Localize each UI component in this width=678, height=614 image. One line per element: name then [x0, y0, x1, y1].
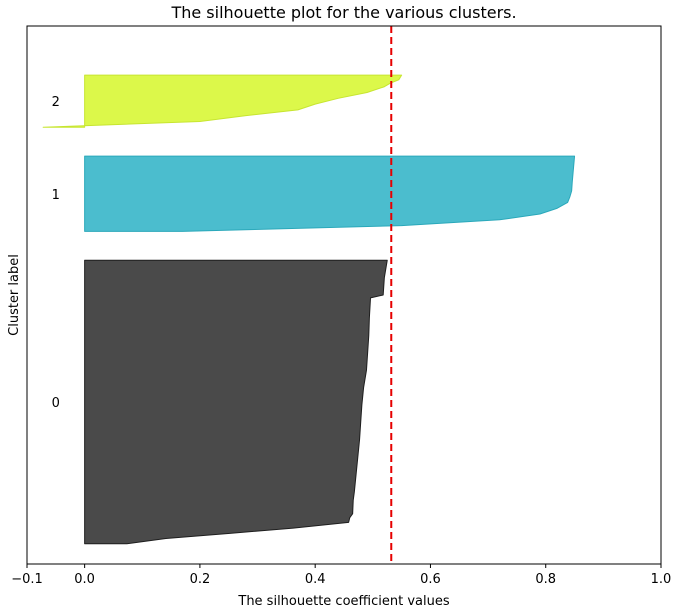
plot-area: 0 1 2: [42, 26, 576, 564]
x-axis-ticks: −0.1 0.0 0.2 0.4 0.6 0.8 1.0: [11, 564, 671, 587]
x-tick-label: 0.8: [535, 572, 556, 587]
x-tick-label: 1.0: [651, 572, 672, 587]
cluster-label-2: 2: [52, 95, 60, 110]
silhouette-cluster-2: [42, 74, 403, 128]
x-tick-label: 0.2: [190, 572, 211, 587]
y-axis-label: Cluster label: [7, 254, 22, 336]
silhouette-cluster-1: [84, 155, 576, 232]
x-tick-label: 0.0: [74, 572, 95, 587]
x-axis-label: The silhouette coefficient values: [237, 594, 449, 609]
x-tick-label: 0.4: [305, 572, 326, 587]
cluster-label-0: 0: [52, 396, 60, 411]
cluster-label-1: 1: [52, 188, 60, 203]
silhouette-cluster-0: [84, 259, 388, 545]
chart-title: The silhouette plot for the various clus…: [170, 3, 516, 22]
axes-frame: [26, 25, 662, 565]
x-tick-label: −0.1: [11, 572, 43, 587]
x-tick-label: 0.6: [420, 572, 441, 587]
